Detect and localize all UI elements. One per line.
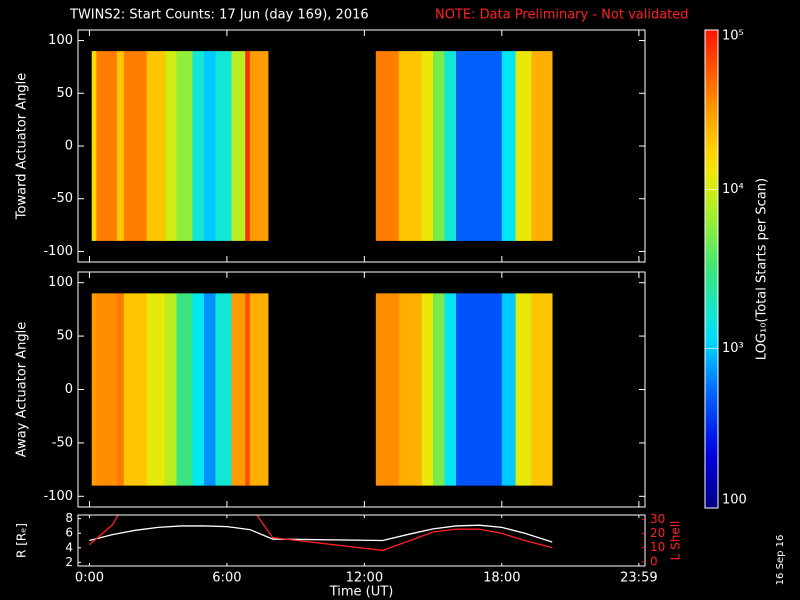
y-tick-label: -50 [52, 191, 73, 206]
heat-cell [146, 293, 166, 486]
heat-cell [433, 51, 445, 241]
y-tick-label: 0 [65, 139, 73, 154]
heat-cell [192, 293, 205, 486]
heat-cell [91, 293, 97, 486]
heat-cell [444, 51, 457, 241]
heat-cell [249, 293, 269, 486]
heat-cell [433, 293, 445, 486]
date-stamp: 16 Sep 16 [775, 535, 786, 586]
x-tick-label: 0:00 [75, 571, 104, 586]
x-tick-label: 6:00 [212, 571, 241, 586]
y-tick-label: 2 [65, 555, 73, 569]
colorbar-label: LOG₁₀(Total Starts per Scan) [755, 178, 770, 360]
heat-cell [96, 51, 118, 241]
heat-cell [116, 293, 125, 486]
heat-cell [421, 293, 434, 486]
heat-cell [375, 293, 400, 486]
y-tick-label: 100 [48, 33, 73, 48]
y-axis-label: R [Rₑ] [15, 523, 29, 558]
heat-cell [249, 51, 269, 241]
y2-tick-label: 20 [650, 526, 665, 540]
heat-cell [398, 293, 422, 486]
heat-cell [176, 293, 193, 486]
ephemeris-lines [89, 515, 553, 552]
heat-cell [245, 293, 251, 486]
title: TWINS2: Start Counts: 17 Jun (day 169), … [69, 8, 369, 23]
y2-tick-label: 10 [650, 540, 665, 554]
heat-cell [531, 293, 553, 486]
heat-cell [531, 51, 553, 241]
y2-tick-label: 0 [650, 554, 658, 568]
colorbar-tick-label: 10⁴ [722, 182, 744, 197]
heat-cell [456, 293, 503, 486]
heat-cell [501, 51, 516, 241]
colorbar-tick-label: 10³ [722, 341, 744, 356]
y2-axis-label: L Shell [669, 521, 683, 561]
y2-tick-label: 30 [650, 512, 665, 526]
heat-cell [165, 51, 177, 241]
heat-cell [515, 51, 532, 241]
heat-cell [146, 51, 166, 241]
heat-cell [176, 51, 193, 241]
y-tick-label: 50 [56, 86, 73, 101]
heat-cell [123, 51, 148, 241]
y-tick-label: -100 [43, 489, 73, 504]
heat-cell [245, 51, 251, 241]
y-axis-label: Toward Actuator Angle [15, 73, 30, 220]
heat-cell [444, 293, 457, 486]
heat-cell [192, 51, 205, 241]
heat-cell [515, 293, 532, 486]
heat-cell [421, 51, 434, 241]
y-tick-label: -50 [52, 435, 73, 450]
x-tick-label: 23:59 [620, 571, 657, 586]
y-tick-label: 50 [56, 329, 73, 344]
colorbar-tick-label: 10⁵ [722, 29, 744, 44]
heat-cell [398, 51, 422, 241]
x-axis-label: Time (UT) [329, 585, 394, 600]
heat-cell [501, 293, 516, 486]
y-axis-label: Away Actuator Angle [15, 322, 30, 457]
heat-cell [231, 293, 246, 486]
x-tick-label: 18:00 [483, 571, 520, 586]
heat-cell [204, 51, 216, 241]
heat-cell [231, 51, 246, 241]
y-tick-label: 100 [48, 275, 73, 290]
plot-frame [77, 514, 646, 567]
note: NOTE: Data Preliminary - Not validated [435, 8, 689, 23]
heat-cell [91, 51, 97, 241]
heat-cell [215, 293, 232, 486]
heat-cell [375, 51, 400, 241]
heat-cell [116, 51, 125, 241]
y-tick-label: 6 [65, 526, 73, 540]
heat-cell [96, 293, 118, 486]
y-tick-label: 8 [65, 511, 73, 525]
y-tick-label: -100 [43, 244, 73, 259]
series-line [89, 524, 553, 543]
x-tick-label: 12:00 [346, 571, 383, 586]
colorbar [704, 29, 719, 509]
y-tick-label: 4 [65, 540, 73, 554]
colorbar-tick-label: 100 [722, 493, 747, 508]
heat-cell [215, 51, 232, 241]
series-line [89, 515, 553, 552]
heat-cell [204, 293, 216, 486]
y-tick-label: 0 [65, 382, 73, 397]
heat-cell [456, 51, 503, 241]
heat-cell [165, 293, 177, 486]
heat-cell [123, 293, 148, 486]
